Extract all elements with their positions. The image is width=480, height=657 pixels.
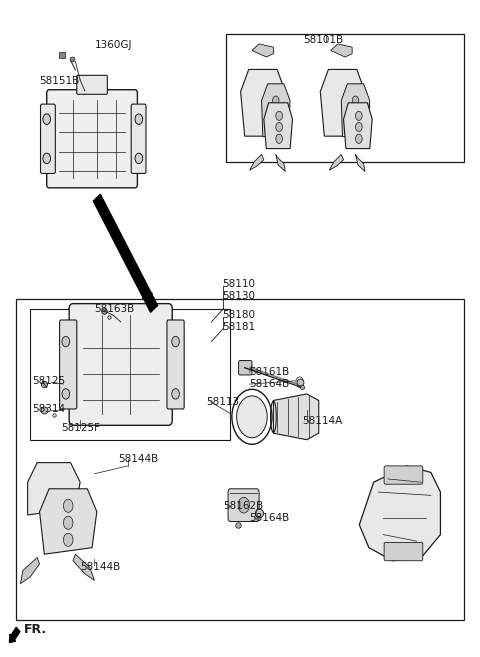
Circle shape [238, 497, 250, 513]
Polygon shape [341, 84, 370, 137]
Circle shape [356, 134, 362, 143]
Text: 58163B: 58163B [95, 304, 135, 314]
Polygon shape [360, 466, 441, 560]
Text: 58181: 58181 [222, 322, 255, 332]
Polygon shape [320, 70, 365, 136]
Circle shape [256, 509, 263, 518]
Polygon shape [276, 154, 285, 171]
Text: 58314: 58314 [33, 404, 66, 414]
Text: 58144B: 58144B [80, 562, 120, 572]
Circle shape [63, 499, 73, 512]
Text: 58161B: 58161B [250, 367, 290, 377]
FancyBboxPatch shape [167, 320, 184, 409]
Polygon shape [240, 70, 285, 136]
Circle shape [276, 122, 282, 131]
FancyBboxPatch shape [40, 104, 55, 173]
Circle shape [352, 113, 359, 122]
FancyBboxPatch shape [60, 320, 77, 409]
Circle shape [135, 153, 143, 164]
Polygon shape [39, 489, 97, 555]
Circle shape [276, 134, 282, 143]
Text: 58125F: 58125F [61, 423, 100, 433]
Polygon shape [331, 44, 352, 57]
FancyBboxPatch shape [47, 90, 137, 188]
Polygon shape [21, 558, 39, 583]
Polygon shape [250, 154, 264, 170]
Circle shape [352, 96, 359, 105]
FancyBboxPatch shape [69, 304, 172, 425]
Text: 58162B: 58162B [223, 501, 263, 511]
FancyBboxPatch shape [77, 76, 108, 95]
Text: 58151B: 58151B [39, 76, 80, 86]
Text: 58110: 58110 [222, 279, 255, 289]
Text: 58164B: 58164B [250, 513, 290, 523]
Polygon shape [28, 463, 80, 515]
Circle shape [237, 396, 267, 438]
FancyBboxPatch shape [228, 489, 259, 522]
FancyBboxPatch shape [131, 104, 146, 173]
Circle shape [273, 113, 279, 122]
Text: 58113: 58113 [206, 397, 240, 407]
Circle shape [356, 111, 362, 120]
Text: 1360GJ: 1360GJ [95, 40, 132, 50]
Polygon shape [356, 154, 365, 171]
Circle shape [172, 389, 180, 399]
Text: 58180: 58180 [222, 310, 255, 321]
Text: 58114A: 58114A [302, 417, 342, 426]
Circle shape [135, 114, 143, 124]
Text: FR.: FR. [24, 623, 48, 636]
FancyBboxPatch shape [384, 466, 423, 484]
Circle shape [356, 122, 362, 131]
Polygon shape [329, 154, 344, 170]
Bar [30, 309, 230, 440]
Circle shape [43, 114, 50, 124]
Circle shape [63, 533, 73, 547]
Polygon shape [264, 102, 292, 148]
Text: 58125: 58125 [33, 376, 66, 386]
Text: 58144B: 58144B [118, 455, 158, 464]
Circle shape [273, 96, 279, 105]
Circle shape [296, 377, 303, 388]
FancyBboxPatch shape [239, 361, 252, 375]
Bar [226, 34, 464, 162]
Text: 58164B: 58164B [250, 379, 290, 389]
Bar [16, 299, 464, 620]
Circle shape [276, 111, 282, 120]
Circle shape [62, 389, 70, 399]
Polygon shape [274, 394, 319, 440]
Polygon shape [262, 84, 290, 137]
Circle shape [63, 516, 73, 530]
Polygon shape [252, 44, 274, 57]
FancyArrow shape [10, 627, 20, 643]
Text: 58101B: 58101B [303, 35, 343, 45]
Polygon shape [344, 102, 372, 148]
FancyBboxPatch shape [384, 543, 423, 560]
Polygon shape [73, 555, 95, 580]
FancyArrow shape [93, 194, 157, 312]
Circle shape [43, 153, 50, 164]
Circle shape [172, 336, 180, 347]
Circle shape [62, 336, 70, 347]
Text: 58130: 58130 [222, 291, 255, 301]
